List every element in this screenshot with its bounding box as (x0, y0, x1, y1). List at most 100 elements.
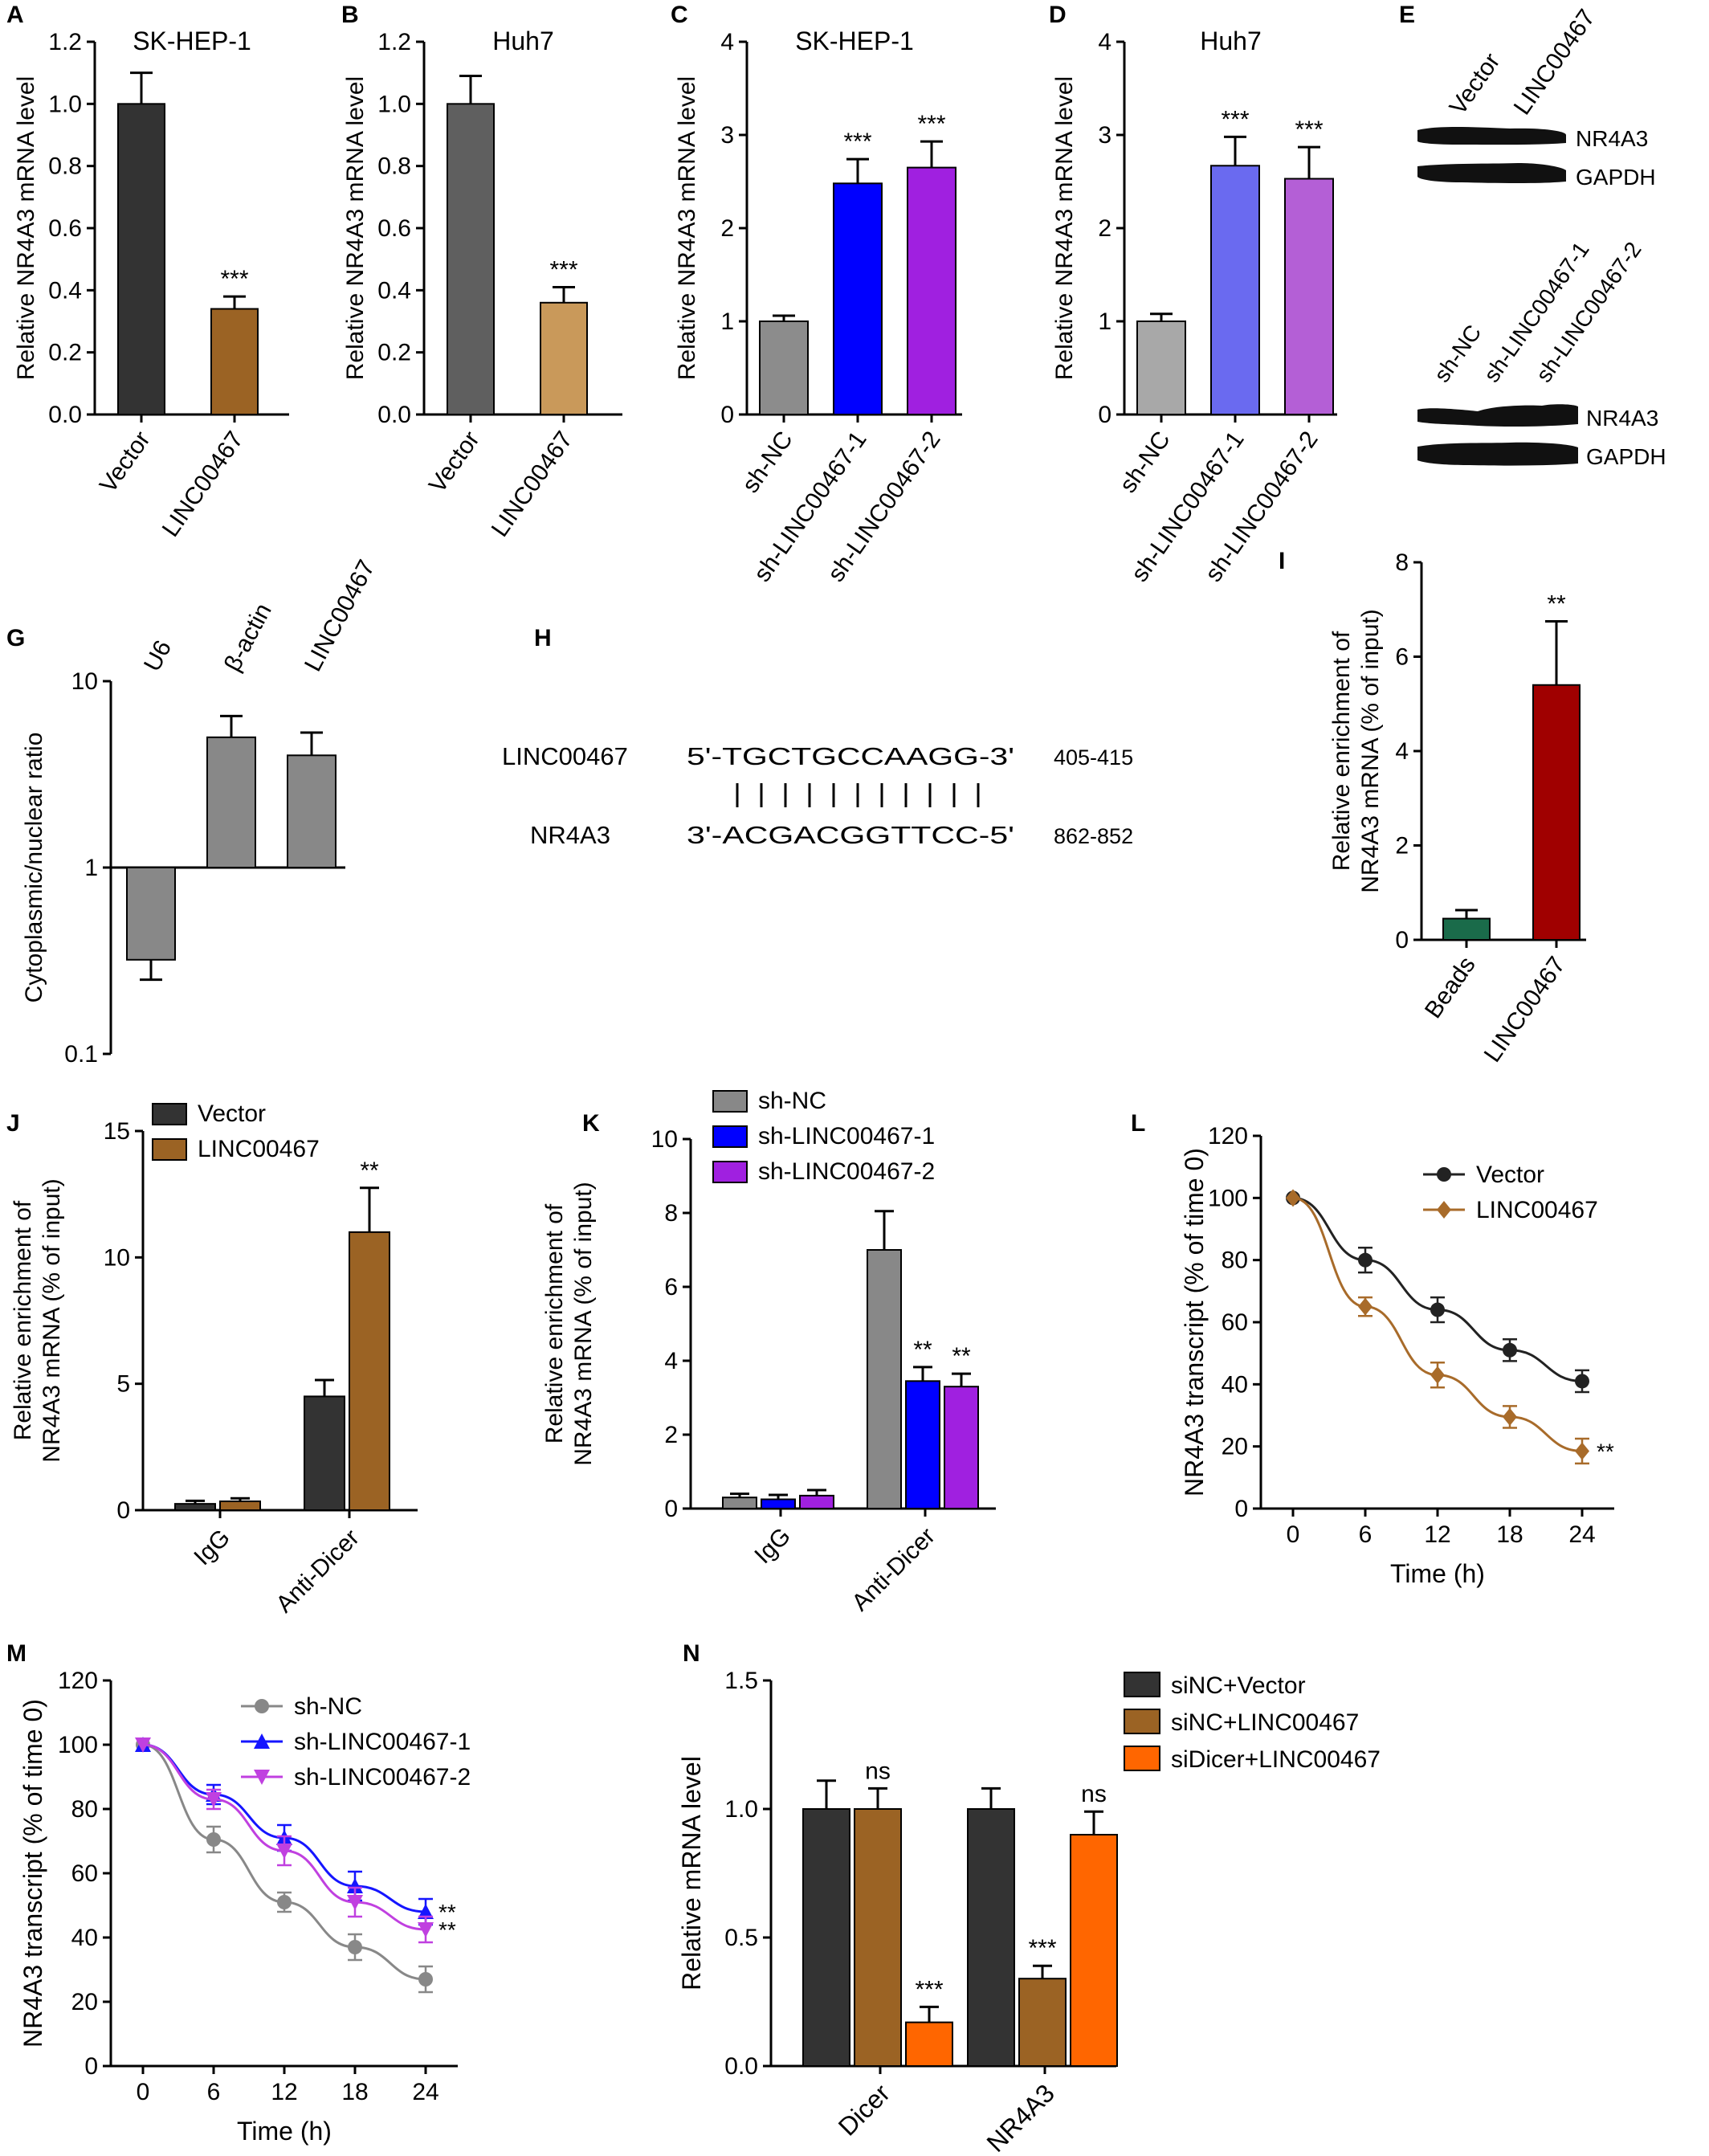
panel-label-k: K (582, 1110, 600, 1137)
y-tick-label: 1.0 (48, 91, 82, 117)
panel-letters: A B C D E G H I J K L M N (6, 2, 1415, 1667)
bar-igg-sh-nc (722, 1497, 757, 1509)
chart-panel-j: 0 5 10 15 Relative enrichment of NR4A3 mRNA (… (10, 1100, 418, 1618)
series-line-sh-nc (142, 1743, 426, 1981)
legend-swatch-sh-linc00467-2 (712, 1161, 748, 1183)
bar-vector (447, 103, 495, 415)
x-tick-label: NR4A3 (981, 2078, 1060, 2156)
y-tick-label: 15 (104, 1118, 130, 1145)
y-axis-title: Cytoplasmic/nuclear ratio (21, 733, 47, 1003)
x-tick-label: 0 (1287, 1521, 1300, 1548)
seq-linc00467: 5'-TGCTGCCAAGG-3' (687, 742, 1014, 770)
y-tick-label: 0.2 (48, 340, 82, 366)
data-point-sh-linc00467-2 (276, 1844, 292, 1859)
legend-label-linc00467: LINC00467 (198, 1136, 320, 1162)
blot-band-label-nr4a3-top: NR4A3 (1576, 126, 1648, 151)
seq-position-linc00467: 405-415 (1054, 745, 1133, 770)
y-tick-label: 2 (720, 215, 734, 242)
blot-lane-label-sh-nc: sh-NC (1430, 321, 1487, 387)
y-tick-label: 8 (664, 1200, 678, 1227)
y-tick-label: 1.0 (377, 91, 411, 117)
bar-nr4a3-sinc-linc00467 (1018, 1978, 1067, 2067)
panel-label-l: L (1131, 1110, 1145, 1137)
y-axis-title: NR4A3 transcript (% of time 0) (18, 1699, 47, 2048)
data-point-vector (1358, 1252, 1373, 1268)
x-tick-label: 18 (1496, 1521, 1523, 1548)
significance-mark: *** (843, 129, 871, 155)
y-tick-label: 10 (104, 1244, 130, 1271)
blot-band-nr4a3-top (1417, 127, 1566, 145)
x-tick-label: 0 (137, 2079, 150, 2105)
data-point-sh-linc00467-2 (206, 1792, 222, 1807)
y-tick-label: 40 (71, 1925, 98, 1951)
legend-swatch-vector (152, 1103, 187, 1125)
bar-actin (206, 736, 256, 869)
x-tick-label: Dicer (833, 2078, 896, 2142)
legend-label-sh-nc: sh-NC (758, 1088, 826, 1114)
blot-band-label-gapdh-bottom: GAPDH (1586, 444, 1666, 469)
blot-lane-label-linc00467: LINC00467 (1509, 5, 1601, 120)
chart-panel-d: 0 1 2 3 4 Relative NR4A3 mRNA level Huh7 sh-NC *… (1051, 27, 1337, 586)
chart-panel-g: 0.1 1 10 Cytoplasmic/nuclear ratio U6 β-actin… (21, 556, 380, 1068)
bar-sh-nc (759, 321, 809, 415)
significance-mark: ** (438, 1900, 456, 1925)
panel-label-j: J (6, 1110, 20, 1137)
y-tick-label: 0 (1234, 1496, 1248, 1522)
x-tick-label: IgG (749, 1523, 796, 1570)
legend-label-vector: Vector (198, 1100, 266, 1127)
y-tick-label: 20 (1222, 1434, 1248, 1460)
x-tick-label: Vector (95, 427, 156, 498)
blot-band-label-gapdh-top: GAPDH (1576, 165, 1656, 190)
y-tick-label: 0 (720, 402, 734, 428)
y-axis-title: Relative mRNA level (677, 1756, 706, 1991)
charts-layer: 0.0 0.2 0.4 0.6 0.8 1.0 1.2 Relative NR4A3 mRNA… (10, 27, 1614, 2156)
bar-nr4a3-sidicer-linc00467 (1070, 1834, 1118, 2067)
panel-label-c: C (671, 2, 688, 28)
y-tick-label: 4 (664, 1348, 678, 1374)
y-axis-title: NR4A3 mRNA (% of input) (570, 1182, 597, 1465)
bar-beads (1442, 917, 1491, 941)
data-point-linc00467 (1575, 1442, 1589, 1460)
y-tick-label: 0.4 (48, 277, 82, 304)
legend-label-sinc-vector: siNC+Vector (1171, 1672, 1306, 1699)
legend-label-sh-linc00467-2: sh-LINC00467-2 (294, 1764, 471, 1791)
y-tick-label: 1.0 (724, 1796, 758, 1823)
legend-marker-sh-linc00467-1 (254, 1733, 270, 1749)
chart-panel-k: 0 2 4 6 8 10 Relative enrichment of NR4A3 mRNA … (541, 1088, 996, 1616)
y-tick-label: 1 (720, 308, 734, 335)
y-axis-title: Relative enrichment of (541, 1203, 568, 1443)
legend-marker-sh-linc00467-2 (254, 1770, 270, 1785)
blot-band-label-nr4a3-bottom: NR4A3 (1586, 406, 1658, 431)
significance-mark: ns (865, 1758, 891, 1784)
bar-anti-dicer-sh-nc (867, 1249, 902, 1509)
series-line-vector (1292, 1196, 1583, 1382)
significance-mark: ** (913, 1337, 932, 1363)
panel-label-n: N (683, 1640, 700, 1667)
x-tick-label: IgG (189, 1525, 235, 1571)
bar-sh-linc00467-1 (1210, 165, 1260, 415)
bar-dicer-sinc-linc00467 (854, 1808, 902, 2067)
data-point-sh-nc (348, 1940, 362, 1954)
y-tick-label: 0 (1395, 927, 1409, 953)
data-point-sh-linc00467-2 (347, 1895, 363, 1910)
y-tick-label: 100 (58, 1732, 98, 1758)
x-tick-label: LINC00467 (300, 556, 380, 676)
y-tick-label: 60 (1222, 1309, 1248, 1336)
y-tick-label: 4 (720, 29, 734, 55)
data-point-sh-linc00467-2 (135, 1737, 151, 1753)
y-axis-title: NR4A3 mRNA (% of input) (1357, 609, 1384, 892)
chart-title: Huh7 (1200, 27, 1262, 55)
significance-mark: ** (1547, 590, 1566, 617)
bar-igg-linc00467 (219, 1500, 261, 1512)
panel-label-g: G (6, 625, 25, 651)
x-tick-label: Anti-Dicer (271, 1525, 364, 1618)
data-point-sh-nc (277, 1895, 292, 1909)
y-axis-title: Relative enrichment of (1328, 631, 1355, 871)
chart-panel-n: 0.0 0.5 1.0 1.5 Relative mRNA level ns *** Dice… (677, 1668, 1381, 2156)
panel-h-sequence: LINC00467 5'-TGCTGCCAAGG-3' 405-415 NR4A… (502, 742, 1133, 849)
y-tick-label: 0.6 (48, 215, 82, 242)
legend-swatch-sinc-vector (1124, 1672, 1160, 1697)
x-tick-label: LINC00467 (1479, 952, 1571, 1067)
data-point-vector (1430, 1302, 1445, 1317)
